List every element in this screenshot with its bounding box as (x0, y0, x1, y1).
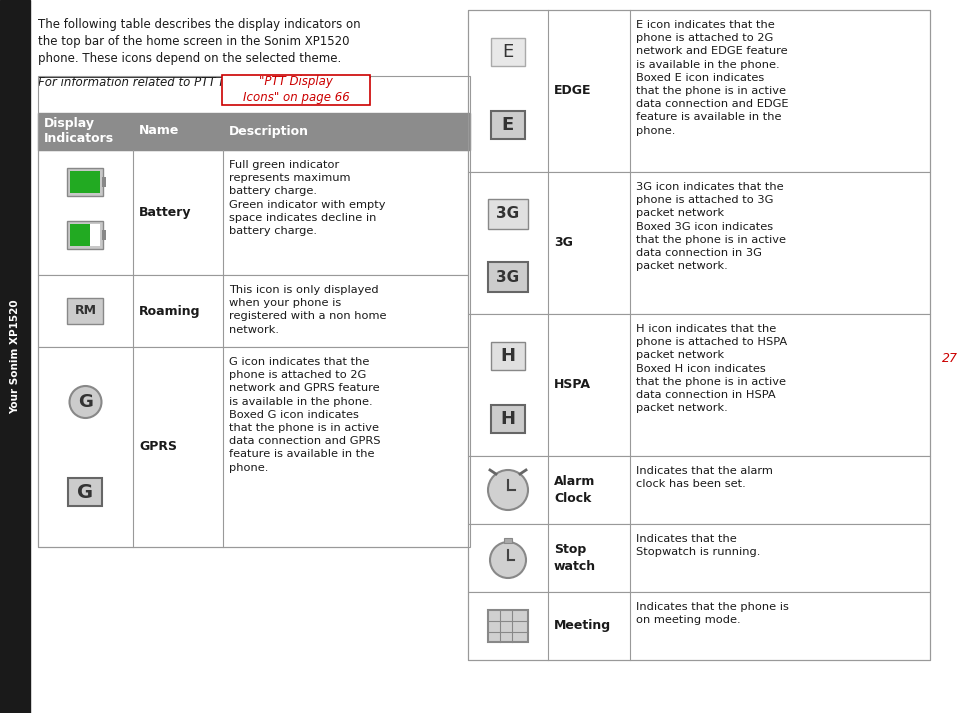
Bar (103, 230, 107, 240)
Text: This icon is only displayed
when your phone is
registered with a non home
networ: This icon is only displayed when your ph… (229, 285, 386, 334)
Bar (467, 592, 929, 660)
Text: G: G (78, 483, 93, 501)
Text: 3G: 3G (496, 270, 519, 284)
Text: EDGE: EDGE (553, 85, 591, 98)
Bar (467, 524, 929, 592)
Text: H icon indicates that the
phone is attached to HSPA
packet network
Boxed H icon : H icon indicates that the phone is attac… (636, 324, 786, 414)
Bar (467, 10, 929, 172)
Bar (487, 199, 527, 229)
Circle shape (489, 542, 525, 578)
Text: For information related to PTT icons, refer: For information related to PTT icons, re… (38, 76, 289, 89)
Bar (490, 38, 524, 66)
Bar (222, 75, 369, 105)
Text: H: H (500, 347, 515, 365)
Text: 27: 27 (941, 352, 957, 364)
Text: Indicates that the phone is
on meeting mode.: Indicates that the phone is on meeting m… (636, 602, 788, 625)
Text: Description: Description (229, 125, 309, 138)
Text: E: E (501, 116, 514, 134)
Text: Battery: Battery (139, 206, 191, 219)
Text: HSPA: HSPA (553, 379, 590, 391)
Text: 3G: 3G (496, 207, 519, 222)
Text: Alarm
Clock: Alarm Clock (553, 475, 595, 505)
Text: Meeting: Meeting (553, 620, 610, 632)
Text: Stop
watch: Stop watch (553, 543, 596, 573)
Circle shape (487, 470, 527, 510)
Bar (71, 171, 101, 193)
Text: Full green indicator
represents maximum
battery charge.
Green indicator with emp: Full green indicator represents maximum … (229, 160, 385, 236)
Bar (467, 456, 929, 524)
Bar (38, 76, 470, 547)
Text: E: E (502, 43, 514, 61)
Bar (490, 342, 524, 370)
Bar (69, 478, 103, 506)
Text: Roaming: Roaming (139, 304, 201, 317)
Text: RM: RM (75, 304, 96, 317)
Text: "PTT Display
Icons" on page 66: "PTT Display Icons" on page 66 (242, 76, 349, 105)
Circle shape (70, 386, 102, 418)
Bar (71, 224, 101, 246)
Text: G: G (78, 393, 93, 411)
Bar (38, 150, 470, 275)
Text: Name: Name (139, 125, 179, 138)
Bar (490, 405, 524, 433)
Bar (90, 224, 101, 246)
Bar (38, 347, 470, 547)
Bar (103, 177, 107, 187)
Bar (68, 221, 104, 249)
Text: E icon indicates that the
phone is attached to 2G
network and EDGE feature
is av: E icon indicates that the phone is attac… (636, 20, 788, 135)
Bar (38, 275, 470, 347)
Bar (487, 262, 527, 292)
Bar (68, 298, 104, 324)
Text: 3G: 3G (553, 237, 573, 250)
Bar (467, 10, 929, 660)
Bar (0, 0, 30, 713)
Bar (504, 538, 512, 543)
Text: Indicates that the alarm
clock has been set.: Indicates that the alarm clock has been … (636, 466, 772, 489)
Bar (467, 172, 929, 314)
Bar (490, 111, 524, 139)
Text: The following table describes the display indicators on
the top bar of the home : The following table describes the displa… (38, 18, 360, 65)
Text: Your Sonim XP1520: Your Sonim XP1520 (10, 299, 20, 414)
Text: H: H (500, 410, 515, 428)
Text: Display
Indicators: Display Indicators (44, 116, 114, 145)
Bar (487, 610, 527, 642)
Bar (68, 168, 104, 196)
Bar (467, 314, 929, 456)
Text: G icon indicates that the
phone is attached to 2G
network and GPRS feature
is av: G icon indicates that the phone is attac… (229, 357, 380, 473)
Bar (38, 113, 470, 150)
Text: Indicates that the
Stopwatch is running.: Indicates that the Stopwatch is running. (636, 534, 760, 557)
Text: 3G icon indicates that the
phone is attached to 3G
packet network
Boxed 3G icon : 3G icon indicates that the phone is atta… (636, 182, 785, 271)
Text: GPRS: GPRS (139, 441, 176, 453)
